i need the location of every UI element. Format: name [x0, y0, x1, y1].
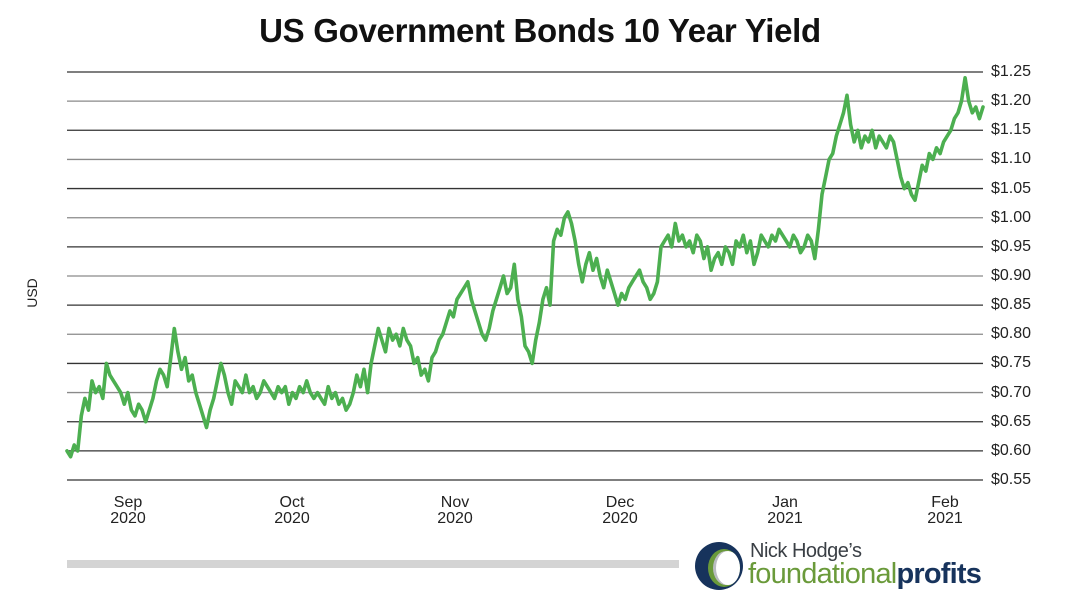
y-tick-label: $0.75	[991, 354, 1032, 372]
y-tick-label: $0.80	[991, 325, 1032, 343]
y-tick-label: $0.90	[991, 267, 1032, 284]
y-tick-label: $0.95	[991, 237, 1032, 255]
y-tick-label: $1.25	[991, 63, 1032, 80]
y-tick-label: $1.20	[991, 92, 1032, 110]
y-tick-label: $0.55	[991, 471, 1032, 488]
y-tick-label: $0.60	[991, 441, 1032, 459]
x-tick-label: Feb 2021	[927, 494, 963, 527]
yield-line	[65, 76, 985, 459]
chart-title: US Government Bonds 10 Year Yield	[259, 12, 821, 49]
y-tick-label: $1.15	[991, 121, 1032, 139]
brand-word-foundational: foundational	[748, 558, 897, 590]
x-tick-label: Sep 2020	[110, 494, 146, 527]
y-tick-label: $1.10	[991, 150, 1032, 168]
x-tick-label: Nov 2020	[437, 494, 473, 527]
brand-line-2: foundationalprofits	[748, 558, 982, 591]
brand-logo: Nick Hodge’s foundationalprofits	[690, 538, 1030, 594]
x-tick-label: Oct 2020	[274, 494, 310, 527]
x-tick-label: Jan 2021	[767, 494, 803, 527]
brand-word-profits: profits	[896, 558, 982, 590]
brand-mark-icon	[695, 542, 743, 590]
y-tick-label: $1.05	[991, 179, 1032, 197]
y-tick-label: $1.00	[991, 208, 1032, 226]
x-tick-label: Dec 2020	[602, 494, 638, 527]
y-tick-label: $0.70	[991, 383, 1032, 401]
y-tick-label: $0.65	[991, 412, 1032, 430]
footer-divider	[67, 560, 679, 568]
brand-line-1: Nick Hodge’s	[750, 540, 862, 562]
y-tick-label: $0.85	[991, 296, 1032, 314]
